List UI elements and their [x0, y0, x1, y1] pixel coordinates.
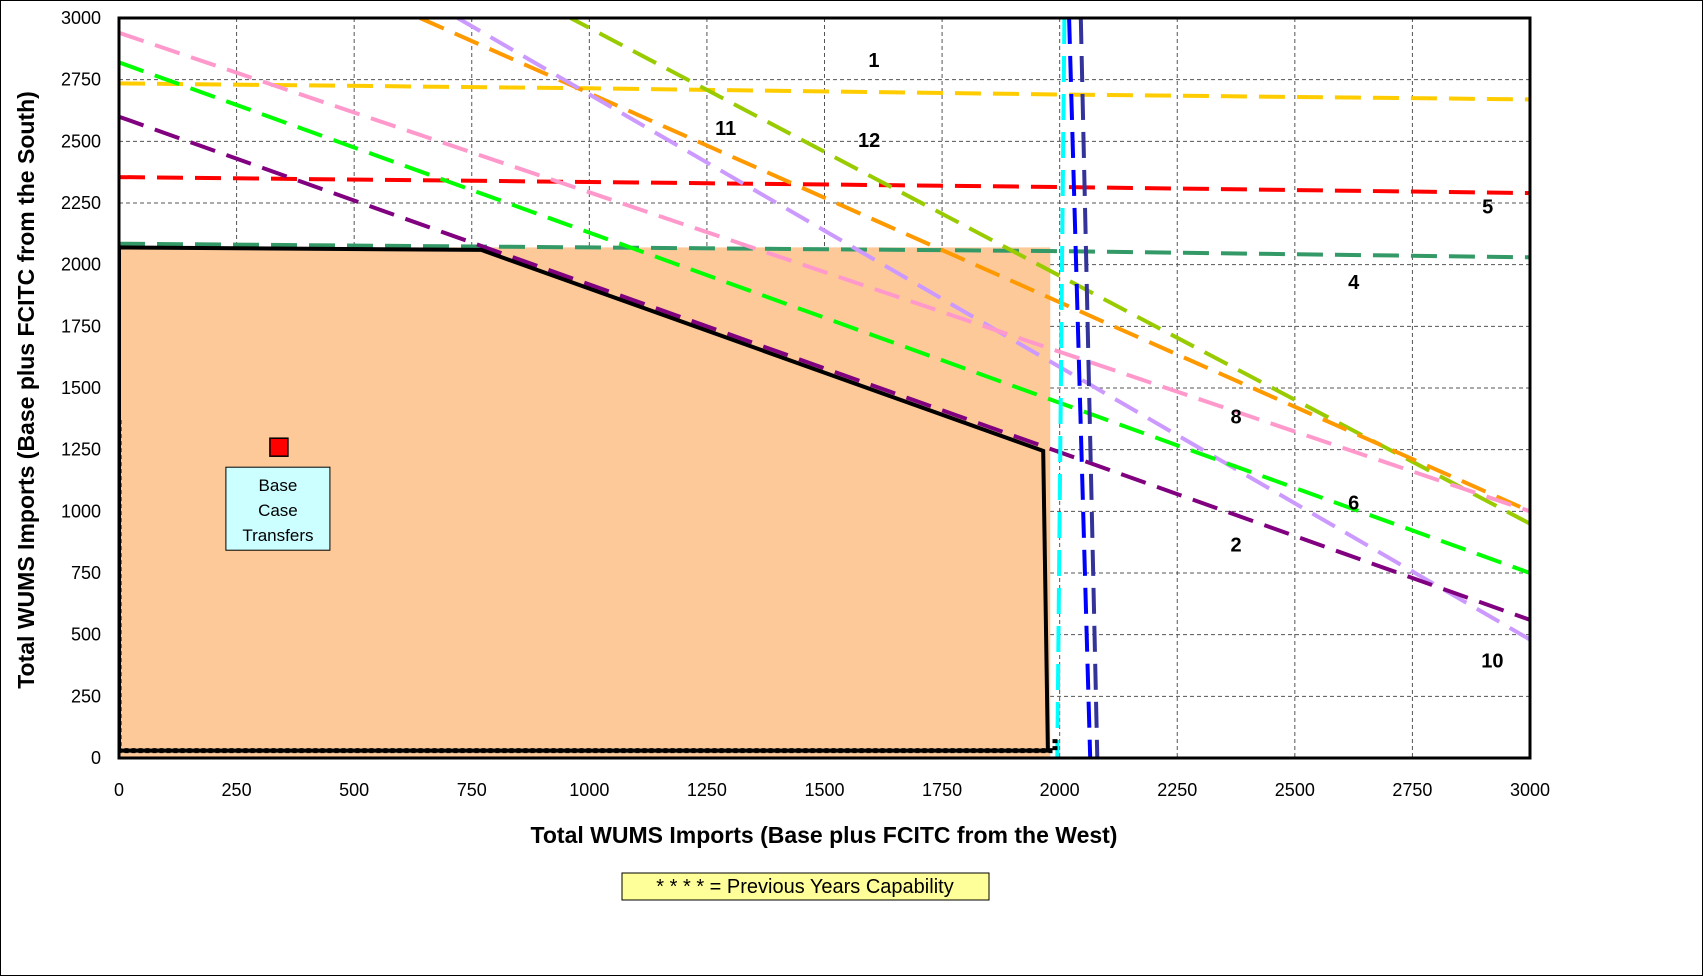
- line-label: 2: [1230, 535, 1241, 557]
- x-tick-label: 1500: [804, 780, 844, 800]
- legend-note-box: [621, 872, 990, 901]
- line-label: 10: [1481, 651, 1503, 673]
- line-label: 12: [858, 130, 880, 152]
- line-label: 8: [1230, 406, 1241, 428]
- base-case-label-word: Transfers: [242, 526, 313, 545]
- base-case-label-box: [225, 466, 331, 551]
- y-tick-label: 3000: [61, 8, 101, 28]
- y-tick-label: 2250: [61, 193, 101, 213]
- base-case-label-word: Base: [259, 476, 298, 495]
- constraint-line: [1078, 18, 1100, 758]
- y-tick-label: 2000: [61, 255, 101, 275]
- constraint-lines: [119, 18, 1530, 758]
- constraint-line: [1055, 18, 1067, 758]
- x-tick-labels: 0 250 500 750 1000 1250 1500 1750 2000 2250 2500 27…: [114, 780, 1550, 800]
- base-case-label-word: Case: [258, 501, 298, 520]
- x-tick-label: 500: [339, 780, 369, 800]
- constraint-line-12: [566, 18, 1530, 526]
- constraint-line-11: [419, 18, 1530, 514]
- constraint-line: [1067, 18, 1093, 758]
- y-tick-label: 1000: [61, 501, 101, 521]
- constraint-line-2: [119, 114, 1530, 622]
- constraint-line-8: [119, 30, 1530, 514]
- constraint-line-4: [119, 241, 1530, 260]
- constraint-line-5: [119, 175, 1530, 196]
- y-tick-label: 750: [71, 563, 101, 583]
- line-label: 4: [1348, 272, 1360, 294]
- constraint-line-1: [119, 81, 1530, 102]
- capability-boundary: [119, 245, 1050, 753]
- x-tick-label: 1000: [569, 780, 609, 800]
- constraint-line-6: [119, 60, 1530, 575]
- x-tick-label: 750: [457, 780, 487, 800]
- x-tick-label: 250: [222, 780, 252, 800]
- legend-note: * * * * = Previous Years Capability: [621, 872, 990, 901]
- x-tick-label: 2750: [1392, 780, 1432, 800]
- x-tick-label: 1750: [922, 780, 962, 800]
- y-tick-label: 2750: [61, 70, 101, 90]
- line-label: 11: [715, 118, 736, 140]
- y-tick-label: 1250: [61, 440, 101, 460]
- x-tick-label: 2250: [1157, 780, 1197, 800]
- base-case-marker: [269, 437, 289, 457]
- y-axis-label: Total WUMS Imports (Base plus FCITC from…: [13, 91, 39, 689]
- plot-area-border: [117, 16, 1532, 760]
- x-tick-label: 2500: [1275, 780, 1315, 800]
- base-case-group: Base Case Transfers: [225, 437, 331, 551]
- line-label: 6: [1348, 493, 1359, 515]
- x-tick-label: 2000: [1040, 780, 1080, 800]
- y-tick-label: 1500: [61, 378, 101, 398]
- legend-note-text: * * * * = Previous Years Capability: [656, 876, 953, 898]
- x-axis-label: Total WUMS Imports (Base plus FCITC from…: [531, 822, 1118, 848]
- line-label: 5: [1482, 197, 1493, 219]
- y-tick-label: 500: [71, 625, 101, 645]
- x-tick-label: 1250: [687, 780, 727, 800]
- y-tick-label: 1750: [61, 316, 101, 336]
- x-tick-label: 3000: [1510, 780, 1550, 800]
- x-tick-label: 0: [114, 780, 124, 800]
- line-label: 1: [868, 50, 879, 72]
- y-tick-label: 2500: [61, 131, 101, 151]
- y-tick-label: 250: [71, 686, 101, 706]
- y-tick-label: 0: [91, 748, 101, 768]
- y-tick-labels: 0 250 500 750 1000 1250 1500 1750 2000 2250 2500 27…: [61, 8, 101, 768]
